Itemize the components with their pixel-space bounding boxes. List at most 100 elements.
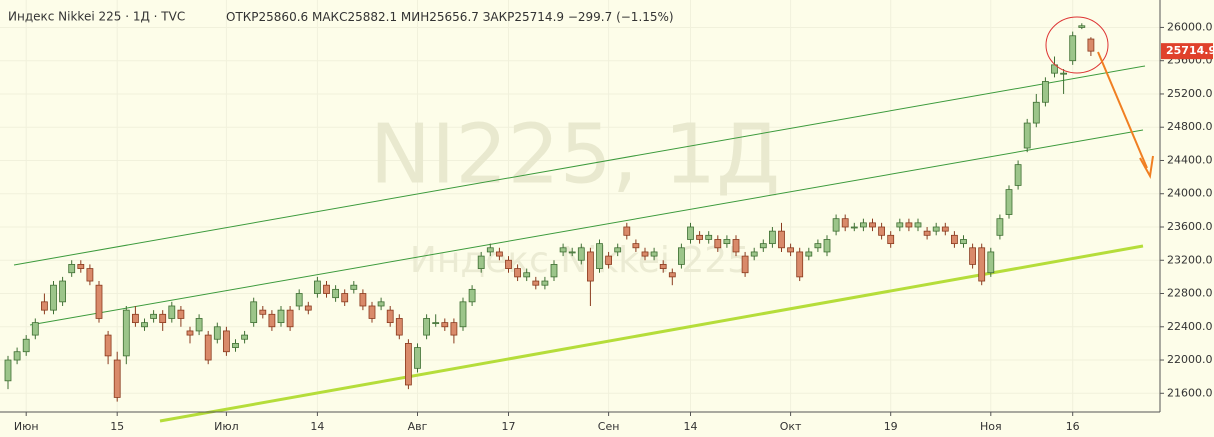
candle-body	[113, 359, 121, 398]
candle-body	[468, 288, 476, 303]
x-tick-label: Сен	[598, 420, 620, 433]
candle-body	[450, 322, 458, 336]
candle-body	[486, 247, 494, 253]
candle-body	[896, 222, 904, 228]
candle-body	[869, 222, 876, 228]
candle-body	[459, 301, 467, 328]
candle-body	[550, 264, 558, 278]
candle-body	[696, 234, 703, 240]
x-tick-label: Ноя	[980, 420, 1002, 433]
close-label: ЗАКР	[483, 10, 515, 24]
candle-body	[568, 251, 576, 254]
candle-body	[778, 230, 785, 249]
candle-body	[1014, 164, 1022, 186]
candle-body	[505, 259, 512, 269]
candle-body	[577, 247, 585, 261]
low-value: 25656.7	[429, 10, 479, 24]
candle-body	[232, 343, 239, 348]
grid	[0, 0, 1160, 412]
annotations	[1045, 16, 1154, 180]
candle-body	[186, 330, 194, 336]
candle-body	[22, 338, 30, 353]
candle-body	[668, 272, 676, 278]
candle-body	[914, 222, 922, 228]
header-title: Индекс Nikkei 225 · 1Д · TVC	[8, 10, 185, 24]
candle-body	[887, 234, 895, 245]
candle-body	[131, 313, 139, 324]
candle-body	[750, 251, 758, 257]
candle-body	[31, 322, 39, 336]
candle-body	[541, 280, 549, 286]
candle-body	[559, 247, 567, 253]
candle-body	[587, 251, 594, 282]
candle-body	[222, 330, 230, 353]
x-tick-label: 19	[884, 420, 898, 433]
candle-body	[386, 309, 394, 324]
open-value: 25860.6	[259, 10, 309, 24]
candle-body	[404, 343, 412, 386]
y-tick-label: 21600.0	[1167, 386, 1213, 399]
candle-body	[432, 322, 440, 325]
candle-body	[286, 309, 294, 328]
candle-body	[441, 322, 449, 328]
candle-body	[860, 222, 867, 228]
high-label: МАКС	[312, 10, 347, 24]
y-tick-label: 26000.0	[1167, 20, 1213, 33]
channel-middle	[29, 129, 1144, 326]
candle-body	[705, 234, 713, 240]
candle-body	[1023, 122, 1031, 149]
candle-body	[304, 305, 312, 311]
candle-body	[368, 305, 376, 319]
arrow-head	[1139, 155, 1154, 180]
low-label: МИН	[401, 10, 429, 24]
y-tick-label: 23600.0	[1167, 220, 1213, 233]
candle-body	[313, 280, 321, 294]
candle-body	[978, 247, 986, 282]
candle-body	[150, 313, 158, 319]
candle-body	[195, 318, 203, 332]
y-tick-label: 22400.0	[1167, 320, 1213, 333]
candle-body	[987, 251, 995, 274]
candle-body	[377, 301, 385, 307]
x-tick-label: 15	[110, 420, 124, 433]
y-tick-label: 24000.0	[1167, 187, 1213, 200]
candle-body	[13, 351, 21, 361]
candle-body	[68, 264, 76, 274]
highlight-circle	[1045, 16, 1109, 74]
candle-body	[250, 301, 258, 324]
candle-body	[213, 326, 221, 340]
open-label: ОТКР	[226, 10, 259, 24]
candle-body	[741, 255, 749, 274]
candle-body	[941, 226, 949, 232]
last-price-badge	[1161, 43, 1213, 60]
candle-body	[1005, 189, 1013, 215]
candle-body	[623, 226, 631, 236]
close-value: 25714.9	[514, 10, 564, 24]
candle-body	[787, 247, 794, 253]
candle-body	[241, 334, 249, 340]
candle-body	[423, 318, 431, 336]
candle-body	[268, 313, 276, 328]
candle-body	[951, 234, 958, 245]
candle-body	[732, 239, 740, 253]
candle-body	[168, 305, 176, 319]
y-tick-label: 22000.0	[1167, 353, 1213, 366]
candle-body	[714, 239, 722, 249]
candle-body	[932, 226, 940, 232]
candle-body	[177, 309, 185, 319]
candle-body	[1042, 81, 1049, 103]
x-tick-label: Июн	[14, 420, 39, 433]
candle-body	[759, 243, 767, 249]
candle-body	[687, 226, 694, 240]
candle-body	[295, 293, 303, 307]
candle-body	[350, 284, 358, 290]
candle-body	[723, 239, 731, 245]
channel-top	[13, 65, 1146, 266]
header-ohlc: ОТКР25860.6 МАКС25882.1 МИН25656.7 ЗАКР2…	[226, 10, 674, 24]
candle-body	[495, 251, 503, 257]
candle-body	[523, 272, 531, 278]
y-tick-label: 22800.0	[1167, 287, 1213, 300]
candle-body	[641, 251, 649, 257]
